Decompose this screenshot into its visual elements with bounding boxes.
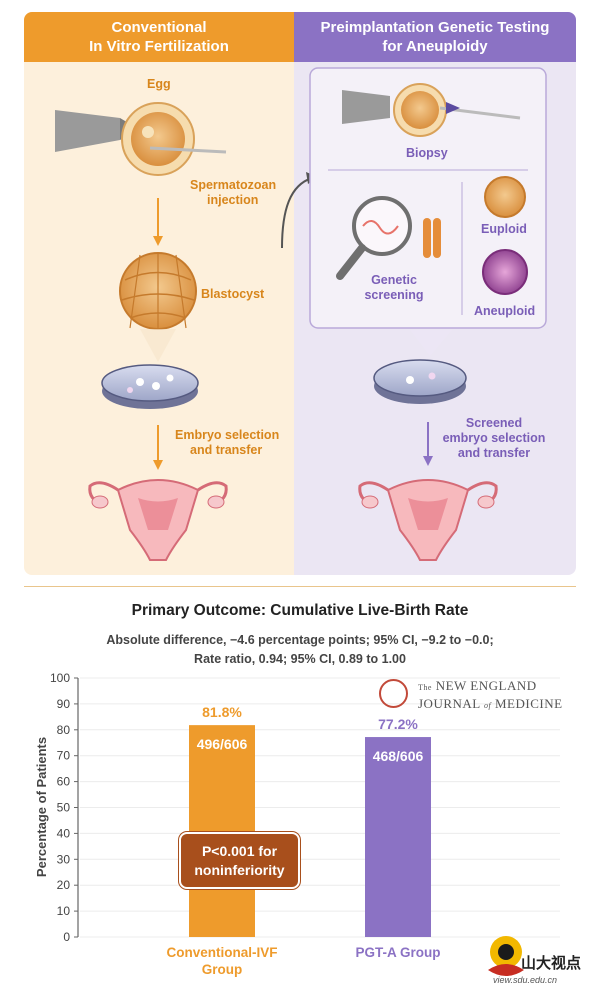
y-axis-label: Percentage of Patients (34, 737, 49, 877)
ivf-transfer-label: Embryo selection and transfer (175, 428, 280, 457)
bar-count-label: 496/606 (197, 736, 248, 752)
y-tick-label: 80 (57, 723, 71, 737)
y-tick-label: 0 (63, 930, 70, 944)
injection-label: Spermatozoan injection (190, 178, 277, 207)
ivf-uterus-icon (88, 479, 228, 561)
x-category-label-line2: Group (202, 962, 243, 977)
chart-title: Primary Outcome: Cumulative Live-Birth R… (131, 602, 469, 619)
aneuploid-label: Aneuploid (474, 304, 536, 318)
blastocyst-icon (119, 252, 197, 362)
p-value-annotation: P<0.001 for noninferiority (179, 832, 300, 889)
y-tick-label: 50 (57, 801, 71, 815)
nejm-seal-icon (379, 679, 408, 708)
pgta-uterus-icon (358, 479, 498, 561)
y-tick-label: 40 (57, 826, 71, 840)
biopsy-icon (342, 83, 521, 137)
x-category-label: Conventional-IVF (167, 945, 278, 960)
chart-subtitle-1: Absolute difference, −4.6 percentage poi… (106, 633, 494, 647)
screening-label: Genetic screening (364, 273, 424, 302)
section-divider (24, 586, 576, 587)
bar-value-label: 81.8% (202, 704, 242, 720)
biopsy-label: Biopsy (406, 146, 448, 160)
bar-chart: 0 10 20 30 40 50 60 70 80 90 100 81.8% 496/606 Conve… (34, 671, 560, 977)
pgta-transfer-label: Screened embryo selection and transfer (442, 416, 546, 460)
y-tick-label: 90 (57, 697, 71, 711)
ivf-dish-icon (101, 364, 199, 409)
diagram-illustration (55, 67, 547, 561)
x-category-label: PGT-A Group (356, 945, 441, 960)
y-tick-label: 10 (57, 904, 71, 918)
aneuploid-embryo-icon (482, 249, 528, 295)
bar-conventional-ivf (189, 725, 255, 937)
bar-value-label: 77.2% (378, 716, 418, 732)
y-tick-label: 100 (50, 671, 70, 685)
pgta-dish-icon (373, 330, 467, 404)
egg-label: Egg (147, 77, 171, 91)
y-tick-label: 70 (57, 749, 71, 763)
chart-subtitle-2: Rate ratio, 0.94; 95% CI, 0.89 to 1.00 (194, 652, 406, 666)
euploid-embryo-icon (484, 176, 526, 218)
y-tick-label: 30 (57, 852, 71, 866)
bar-pgt-a (365, 737, 431, 937)
to-pgta-arrow (281, 177, 313, 249)
bar-count-label: 468/606 (373, 748, 424, 764)
y-tick-label: 60 (57, 775, 71, 789)
blastocyst-label: Blastocyst (201, 287, 265, 301)
genetic-screening-icon (336, 196, 441, 280)
nejm-logo: The NEW ENGLAND JOURNAL of MEDICINE (418, 678, 563, 711)
watermark-name: 山大视点 (521, 955, 582, 972)
y-tick-label: 20 (57, 878, 71, 892)
pgta-header: Preimplantation Genetic Testing for Aneu… (294, 12, 576, 62)
egg-injection-icon (55, 102, 227, 176)
euploid-label: Euploid (481, 222, 527, 236)
watermark-url: view.sdu.edu.cn (493, 975, 558, 985)
sdu-logo-icon (488, 936, 524, 976)
ivf-header: Conventional In Vitro Fertilization (24, 12, 294, 62)
